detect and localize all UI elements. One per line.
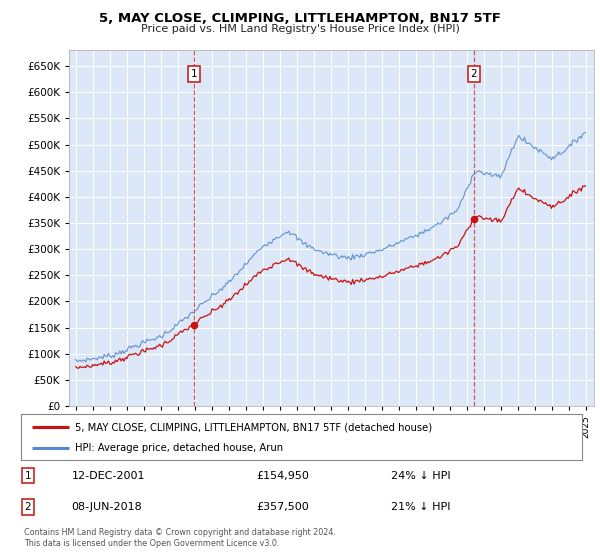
Text: £357,500: £357,500 [257, 502, 310, 512]
Text: 2: 2 [471, 69, 478, 79]
Text: 2: 2 [25, 502, 31, 512]
Text: Contains HM Land Registry data © Crown copyright and database right 2024.
This d: Contains HM Land Registry data © Crown c… [24, 528, 336, 548]
Text: 24% ↓ HPI: 24% ↓ HPI [391, 470, 451, 480]
Text: 08-JUN-2018: 08-JUN-2018 [71, 502, 142, 512]
Text: Price paid vs. HM Land Registry's House Price Index (HPI): Price paid vs. HM Land Registry's House … [140, 24, 460, 34]
Text: 1: 1 [25, 470, 31, 480]
Text: 5, MAY CLOSE, CLIMPING, LITTLEHAMPTON, BN17 5TF (detached house): 5, MAY CLOSE, CLIMPING, LITTLEHAMPTON, B… [76, 422, 433, 432]
Text: 12-DEC-2001: 12-DEC-2001 [71, 470, 145, 480]
Text: 21% ↓ HPI: 21% ↓ HPI [391, 502, 451, 512]
Text: £154,950: £154,950 [257, 470, 310, 480]
Text: 1: 1 [191, 69, 197, 79]
Text: HPI: Average price, detached house, Arun: HPI: Average price, detached house, Arun [76, 444, 284, 454]
Text: 5, MAY CLOSE, CLIMPING, LITTLEHAMPTON, BN17 5TF: 5, MAY CLOSE, CLIMPING, LITTLEHAMPTON, B… [99, 12, 501, 25]
